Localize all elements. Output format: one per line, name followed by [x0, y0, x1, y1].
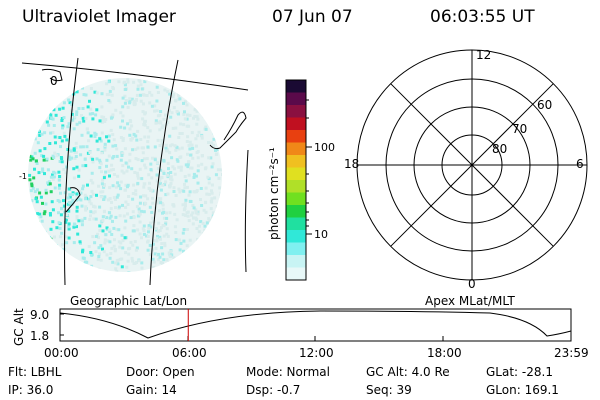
info-gc-alt: GC Alt: 4.0 Re — [366, 365, 450, 379]
colorbar-ticks — [306, 99, 312, 235]
apex-title: Apex MLat/MLT — [425, 294, 515, 308]
colorbar-segment — [286, 167, 306, 181]
altitude-curve — [59, 310, 572, 339]
timeline-tick-0600: 06:00 — [172, 346, 207, 360]
polar-diagonal-2 — [390, 83, 554, 247]
colorbar-segment — [286, 180, 306, 193]
map-grid-lines — [21, 57, 249, 286]
coastline-island — [65, 187, 81, 213]
coastline-right — [209, 111, 247, 150]
colorbar-segment — [286, 205, 306, 218]
timeline-axis-label: GC Alt — [12, 308, 26, 346]
colorbar — [286, 80, 306, 281]
colorbar-tick-100: 100 — [314, 141, 335, 154]
mlt-label-0: 0 — [468, 277, 476, 291]
colorbar-segment — [286, 105, 306, 118]
colorbar-segment — [286, 130, 306, 143]
coastline-top — [41, 68, 63, 82]
info-dsp: Dsp: -0.7 — [246, 383, 301, 397]
info-flt: Flt: LBHL — [8, 365, 62, 379]
lat-label-70: 70 — [512, 122, 528, 136]
colorbar-segment — [286, 155, 306, 168]
longitude-line-2 — [149, 59, 179, 286]
timeline-y-top: 9.0 — [30, 308, 50, 322]
polar-grid — [356, 49, 588, 281]
geographic-image — [28, 78, 222, 272]
timeline-tick-1800: 18:00 — [427, 346, 462, 360]
info-glat: GLat: -28.1 — [486, 365, 553, 379]
mlt-label-12: 12 — [476, 48, 492, 62]
colorbar-segment — [286, 142, 306, 156]
timeline-ticks — [59, 313, 572, 341]
colorbar-segment — [286, 242, 306, 256]
colorbar-segment — [286, 217, 306, 231]
latitude-line — [21, 62, 249, 91]
lat-label-60: 60 — [537, 98, 553, 112]
timeline-tick-2359: 23:59 — [554, 346, 589, 360]
globe-disc — [28, 78, 222, 272]
timeline-tick-1200: 12:00 — [299, 346, 334, 360]
colorbar-segment — [286, 267, 306, 281]
colorbar-segment — [286, 117, 306, 131]
info-seq: Seq: 39 — [366, 383, 412, 397]
colorbar-unit-label: photon cm⁻²s⁻¹ — [267, 147, 281, 240]
app-title: Ultraviolet Imager — [22, 7, 176, 27]
colorbar-segment — [286, 92, 306, 106]
mlt-label-18: 18 — [344, 157, 360, 171]
timeline-y-bottom: 1.8 — [30, 329, 50, 343]
timeline-plot — [59, 308, 572, 342]
colorbar-segment — [286, 192, 306, 206]
longitude-line-1 — [64, 57, 79, 286]
timeline-tick-0000: 00:00 — [44, 346, 79, 360]
date-label: 07 Jun 07 — [272, 7, 353, 27]
colorbar-segment — [286, 255, 306, 268]
longitude-line-3 — [244, 149, 249, 273]
colorbar-frame — [285, 79, 307, 281]
geographic-title: Geographic Lat/Lon — [70, 294, 188, 308]
time-label: 06:03:55 UT — [430, 7, 535, 27]
info-door: Door: Open — [126, 365, 195, 379]
map-label-left: -1 — [19, 172, 27, 181]
info-glon: GLon: 169.1 — [486, 383, 559, 397]
info-mode: Mode: Normal — [246, 365, 330, 379]
info-ip: IP: 36.0 — [8, 383, 54, 397]
colorbar-segment — [286, 80, 306, 93]
info-gain: Gain: 14 — [126, 383, 177, 397]
mlt-label-6: 6 — [576, 157, 584, 171]
colorbar-tick-10: 10 — [314, 228, 328, 241]
map-label-top: 0 — [50, 74, 58, 88]
colorbar-segment — [286, 230, 306, 243]
lat-label-80: 80 — [492, 142, 508, 156]
